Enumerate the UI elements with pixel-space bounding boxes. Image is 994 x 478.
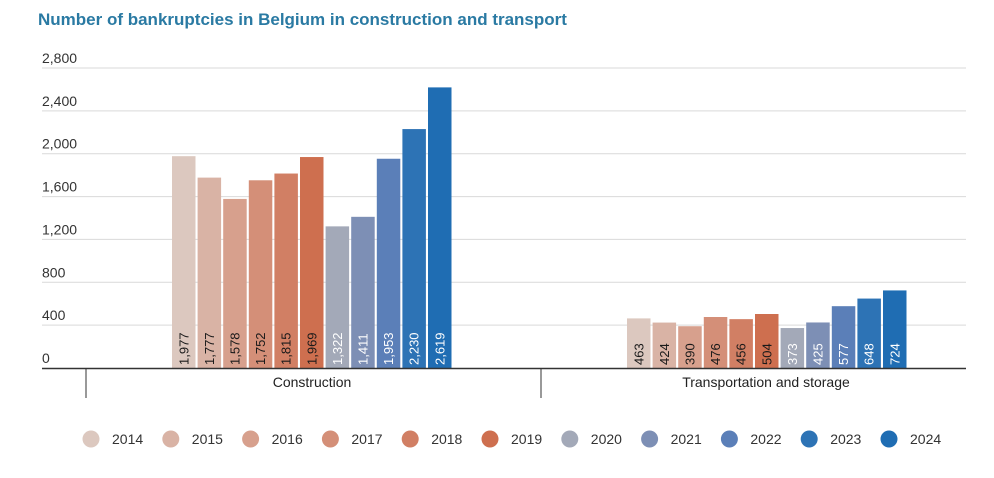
- bar-data-label: 1,752: [253, 332, 268, 365]
- y-axis-ticks: 0 400 800 1,200 1,600 2,000 2,400 2,800: [42, 50, 77, 366]
- bar-data-label: 1,977: [176, 332, 191, 365]
- bar-data-label: 2,230: [407, 332, 422, 365]
- bar-data-label: 1,953: [381, 332, 396, 365]
- legend-swatch-2021: [641, 430, 659, 448]
- y-tick-label: 1,200: [42, 221, 77, 237]
- y-tick-label: 2,800: [42, 50, 77, 66]
- bar-data-label: 648: [862, 343, 877, 365]
- bar-construction-2018: [274, 173, 298, 368]
- legend-label: 2021: [671, 431, 702, 447]
- y-tick-label: 2,400: [42, 93, 77, 109]
- y-tick-label: 800: [42, 264, 66, 280]
- legend-label: 2024: [910, 431, 941, 447]
- bar-data-label: 373: [785, 343, 800, 365]
- legend-swatch-2020: [561, 430, 579, 448]
- bar-transportation-and-storage-2022: [831, 306, 856, 368]
- y-tick-label: 2,000: [42, 136, 77, 152]
- bar-data-label: 390: [682, 343, 697, 365]
- legend-label: 2017: [351, 431, 382, 447]
- legend: 2014 2015 2016 2017 2018 2019 2020 2021 2022 2023…: [82, 430, 941, 448]
- bar-construction-2022: [376, 158, 401, 368]
- x-axis: Construction Transportation and storage: [42, 367, 966, 398]
- y-tick-label: 0: [42, 350, 50, 366]
- bar-transportation-and-storage-2017: [703, 317, 728, 368]
- bar-construction-2020: [325, 226, 350, 368]
- bar-construction-2023: [402, 129, 426, 368]
- bar-data-label: 577: [836, 343, 851, 365]
- bar-data-label: 1,411: [355, 333, 370, 365]
- legend-label: 2023: [830, 431, 861, 447]
- bar-transportation-and-storage-2019: [755, 314, 779, 368]
- bar-data-label: 504: [759, 343, 774, 365]
- bar-data-label: 1,777: [202, 332, 217, 365]
- legend-label: 2020: [591, 431, 622, 447]
- legend-swatch-2023: [800, 430, 818, 448]
- bar-transportation-and-storage-2016: [678, 326, 702, 368]
- bar-data-label: 1,969: [304, 332, 319, 365]
- legend-swatch-2015: [162, 430, 180, 448]
- bar-transportation-and-storage-2015: [652, 322, 677, 368]
- bar-construction-2024: [428, 87, 452, 369]
- bar-transportation-and-storage-2021: [806, 322, 830, 368]
- legend-swatch-2018: [401, 430, 419, 448]
- bar-construction-2019: [300, 157, 324, 368]
- bar-data-label: 1,815: [279, 332, 294, 365]
- legend-label: 2019: [511, 431, 542, 447]
- bar-data-label: 1,578: [227, 332, 242, 365]
- legend-swatch-2022: [720, 430, 738, 448]
- category-label: Transportation and storage: [682, 374, 850, 390]
- bars: 1,977 1,777 1,578 1,752 1,815 1,969 1,322 1,411…: [172, 87, 907, 369]
- y-tick-label: 400: [42, 307, 66, 323]
- bar-transportation-and-storage-2020: [780, 328, 805, 368]
- bar-transportation-and-storage-2024: [883, 290, 907, 368]
- legend-swatch-2016: [242, 430, 260, 448]
- bar-data-label: 463: [631, 343, 646, 365]
- bar-data-label: 456: [734, 343, 749, 365]
- bar-construction-2015: [197, 177, 222, 368]
- legend-label: 2016: [272, 431, 303, 447]
- legend-label: 2015: [192, 431, 223, 447]
- category-label: Construction: [273, 374, 352, 390]
- legend-swatch-2014: [82, 430, 100, 448]
- bar-construction-2016: [223, 198, 247, 368]
- bar-data-label: 424: [657, 343, 672, 365]
- bar-data-label: 724: [887, 343, 902, 365]
- bar-construction-2021: [351, 216, 375, 368]
- y-tick-label: 1,600: [42, 179, 77, 195]
- bar-transportation-and-storage-2014: [627, 318, 651, 368]
- legend-label: 2018: [431, 431, 462, 447]
- bar-data-label: 476: [708, 343, 723, 365]
- bar-transportation-and-storage-2018: [729, 319, 753, 368]
- legend-swatch-2019: [481, 430, 499, 448]
- chart-title: Number of bankruptcies in Belgium in con…: [38, 10, 567, 29]
- legend-swatch-2017: [321, 430, 339, 448]
- legend-label: 2022: [750, 431, 781, 447]
- bar-construction-2017: [248, 180, 273, 368]
- legend-label: 2014: [112, 431, 143, 447]
- bar-construction-2014: [172, 156, 196, 368]
- bar-transportation-and-storage-2023: [857, 298, 881, 368]
- legend-swatch-2024: [880, 430, 898, 448]
- bar-data-label: 425: [810, 343, 825, 365]
- bar-data-label: 2,619: [432, 332, 447, 365]
- bar-data-label: 1,322: [330, 332, 345, 365]
